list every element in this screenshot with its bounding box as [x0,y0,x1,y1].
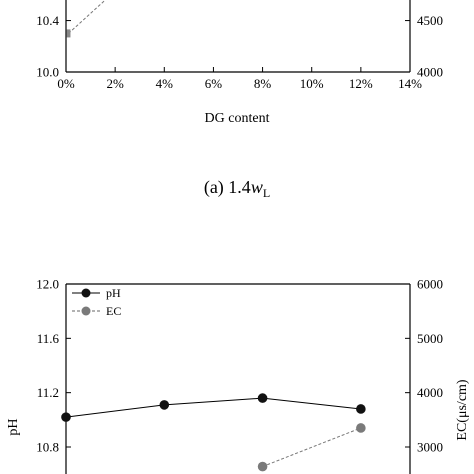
chart-b-series [61,393,366,472]
chart-a-x-tick-label: 10% [300,76,324,91]
chart-b-ec-line [262,427,362,468]
chart-b-y2-tick-label: 4000 [417,385,443,400]
chart-a-x-ticks: 0% 2% 4% 6% 8% 10% 12% 14% [57,67,422,91]
chart-b-y-ticks: 12.0 11.6 11.2 10.8 [36,277,71,455]
chart-b-y-tick-label: 11.6 [37,331,60,346]
chart-a-x-tick-label: 12% [349,76,373,91]
chart-a-series [66,0,106,38]
chart-b-ph-point [356,404,366,414]
chart-b-y-axis-title: pH [6,418,21,435]
chart-b-y2-tick-label: 3000 [417,440,443,455]
legend-ec-marker [81,306,91,316]
chart-a-y2-ticks: 4000 4500 [405,13,443,80]
chart-a-y-tick-label: 10.0 [36,65,59,80]
chart-a-x-tick-label: 14% [398,76,422,91]
chart-b-ph-line [65,397,361,418]
chart-b-y2-axis-title: EC(μs/cm) [455,379,470,440]
chart-b-ec-point [257,461,268,472]
chart-a-caption: (a) 1.4wL [204,177,270,200]
chart-a-y-tick-label: 10.4 [36,13,59,28]
chart-b-y-tick-label: 12.0 [36,277,59,292]
chart-b-ec-point [356,423,366,433]
legend-ph-label: pH [106,286,121,300]
chart-b-y-tick-label: 11.2 [37,385,59,400]
chart-a-caption-sub: L [263,186,270,200]
chart-b-ph-point [257,393,268,403]
chart-a-x-tick-label: 4% [156,76,174,91]
chart-a-y2-tick-label: 4500 [417,13,443,28]
chart-a-y2-tick-label: 4000 [417,65,443,80]
chart-a-x-tick-label: 0% [57,76,75,91]
chart-b-y2-tick-label: 5000 [417,331,443,346]
chart-a-x-tick-label: 2% [106,76,124,91]
chart-a-ec-line [68,0,106,34]
legend-ph-marker [81,288,91,298]
chart-a-y-ticks: 10.0 10.4 [36,13,71,80]
chart-a-caption-var: w [251,177,263,197]
chart-b-legend: pH EC [72,286,121,318]
legend-ec-label: EC [106,304,121,318]
chart-a-ec-marker [66,29,71,38]
chart-a-x-axis-title: DG content [205,111,270,126]
chart-b-ph-point [61,412,71,422]
chart-a-x-tick-label: 8% [254,76,272,91]
chart-b-y-tick-label: 10.8 [36,440,59,455]
chart-b-ph-point [159,400,170,410]
chart-b-y2-tick-label: 6000 [417,277,443,292]
chart-a-caption-main: (a) 1.4 [204,177,251,198]
chart-a: 0% 2% 4% 6% 8% 10% 12% 14% 10.0 10.4 4000 4500 DG… [36,0,443,200]
chart-b-y2-ticks: 6000 5000 4000 3000 [405,277,443,455]
chart-a-x-tick-label: 6% [205,76,223,91]
